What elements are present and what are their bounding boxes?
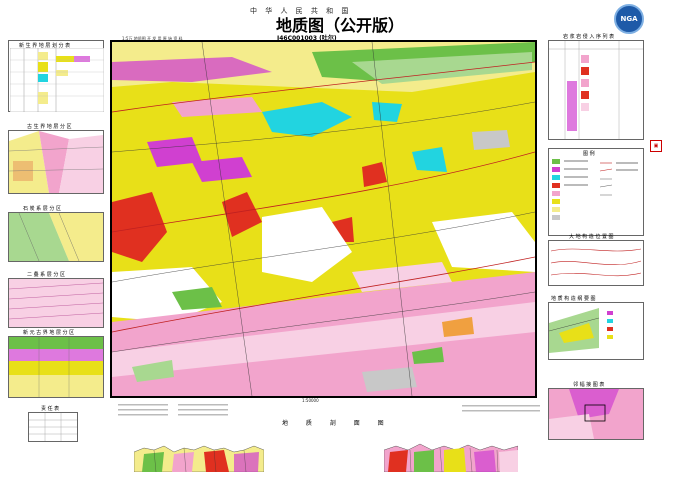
panel-title: 古 生 界 地 层 分 区 bbox=[27, 124, 72, 130]
seal-icon: ▣ bbox=[650, 140, 662, 152]
intrusive-sequence-table bbox=[549, 41, 643, 139]
cross-section-right bbox=[383, 440, 519, 473]
index-map-panel: 邻 幅 接 图 表 bbox=[548, 382, 644, 440]
margin-notes-graphic bbox=[118, 404, 228, 416]
margin-notes-graphic bbox=[462, 405, 540, 412]
country-line: 中 华 人 民 共 和 国 bbox=[250, 7, 352, 15]
legend-title: 图 例 bbox=[583, 151, 595, 157]
panel-title: 二 叠 系 层 分 区 bbox=[27, 272, 65, 278]
panel-title: 地 质 构 造 纲 要 图 bbox=[551, 296, 596, 302]
signature-table-panel: 责 任 表 bbox=[28, 406, 78, 442]
cross-section-graphic bbox=[383, 443, 519, 473]
sheet-code: J46C001003 (吐尔) bbox=[277, 35, 337, 42]
column-panel-4: 新 元 古 界 地 层 分 区 bbox=[8, 330, 104, 398]
tectonic-sketch-graphic bbox=[550, 248, 642, 277]
legend-swatches bbox=[552, 159, 638, 220]
geologic-map-svg bbox=[112, 42, 535, 396]
column-panel-1: 古 生 界 地 层 分 区 bbox=[8, 124, 104, 194]
panel-title: 新 元 古 界 地 层 分 区 bbox=[23, 330, 75, 336]
index-map-graphic bbox=[549, 389, 643, 439]
panel-title: 大 地 构 造 位 置 图 bbox=[569, 234, 614, 240]
panel-title: 新 生 界 地 层 划 分 表 bbox=[19, 43, 71, 49]
map-title: 地质图（公开版） bbox=[275, 16, 404, 35]
agency-logo-icon: NGA bbox=[614, 4, 644, 34]
stratigraphic-column-graphic bbox=[9, 131, 103, 193]
intrusive-sequence-panel: 岩 浆 岩 侵 入 序 列 表 bbox=[548, 34, 644, 140]
cross-section-left bbox=[133, 440, 265, 473]
stratigraphy-table-panel: 新 生 界 地 层 划 分 表 bbox=[8, 40, 104, 112]
section-title: 地 质 剖 面 图 bbox=[282, 420, 392, 427]
signature-grid bbox=[29, 413, 77, 441]
column-panel-2: 石 炭 系 层 分 区 bbox=[8, 206, 104, 262]
stratigraphic-column-graphic bbox=[9, 337, 103, 397]
geologic-map[interactable] bbox=[110, 40, 537, 398]
scale-text: 1:50000 bbox=[302, 398, 319, 403]
legend-panel: 图 例 bbox=[548, 148, 644, 236]
panel-title: 石 炭 系 层 分 区 bbox=[23, 206, 61, 212]
panel-title: 岩 浆 岩 侵 入 序 列 表 bbox=[563, 34, 615, 40]
stratigraphy-table-graphic bbox=[10, 48, 104, 112]
panel-title: 邻 幅 接 图 表 bbox=[573, 382, 605, 388]
stratigraphic-column-graphic bbox=[9, 213, 103, 261]
map-margin-notes bbox=[118, 402, 238, 426]
panel-title: 责 任 表 bbox=[41, 406, 60, 412]
corner-tag: 1:5万 地质图 开 发 用 原 始 资 料 bbox=[122, 36, 183, 41]
stratigraphic-column-graphic bbox=[9, 279, 103, 327]
column-panel-3: 二 叠 系 层 分 区 bbox=[8, 272, 104, 328]
cross-section-graphic bbox=[133, 445, 265, 473]
fault-sketch-graphic bbox=[549, 308, 613, 353]
tectonic-sketch-panel: 大 地 构 造 位 置 图 bbox=[548, 234, 644, 286]
fault-sketch-panel: 地 质 构 造 纲 要 图 bbox=[548, 296, 644, 360]
map-margin-notes-right bbox=[462, 402, 542, 416]
